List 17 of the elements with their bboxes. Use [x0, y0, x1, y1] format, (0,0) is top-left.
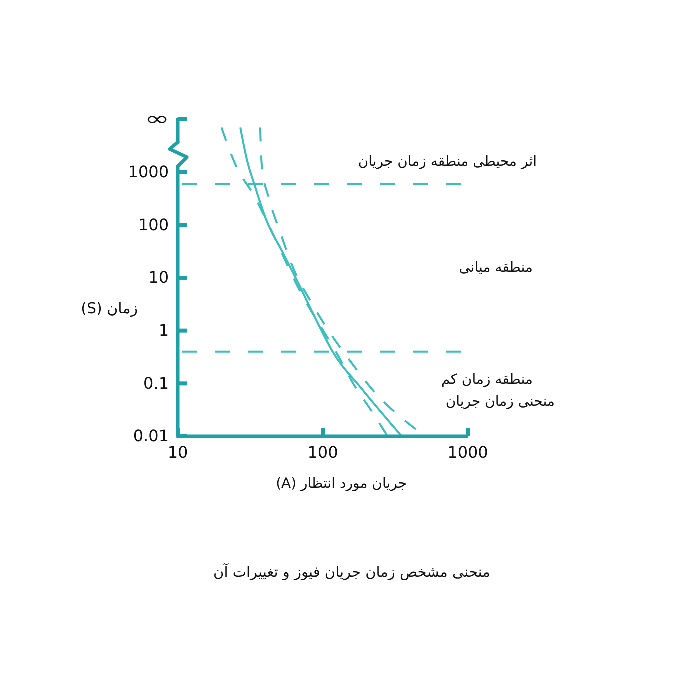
text: منحنی مشخص زمان جریان فیوز و تغییرات آن: [214, 563, 490, 582]
annotation: منطقه زمان کم: [442, 372, 533, 388]
x-tick-label: 100: [308, 442, 338, 462]
y-tick-label: 0.1: [144, 374, 169, 393]
x-tick-label: 1000: [448, 442, 488, 462]
y-tick-label: 1000: [128, 162, 169, 182]
y-tick-label: 10: [148, 268, 169, 288]
y-tick-label: 0.01: [133, 426, 169, 446]
x-tick-label: 10: [168, 442, 188, 462]
y-tick-label: 1: [158, 320, 169, 340]
annotation: منطقه میانی: [459, 260, 533, 276]
y-tick-label: 100: [138, 215, 169, 234]
annotation: اثر محیطی منطقه زمان جریان: [358, 154, 537, 170]
y-axis-title: زمان (S): [81, 299, 138, 318]
y-tick-label: ∞: [144, 108, 170, 130]
annotation: منحنی زمان جریان: [446, 394, 555, 410]
x-axis-title: جریان مورد انتظار (A): [276, 476, 407, 492]
